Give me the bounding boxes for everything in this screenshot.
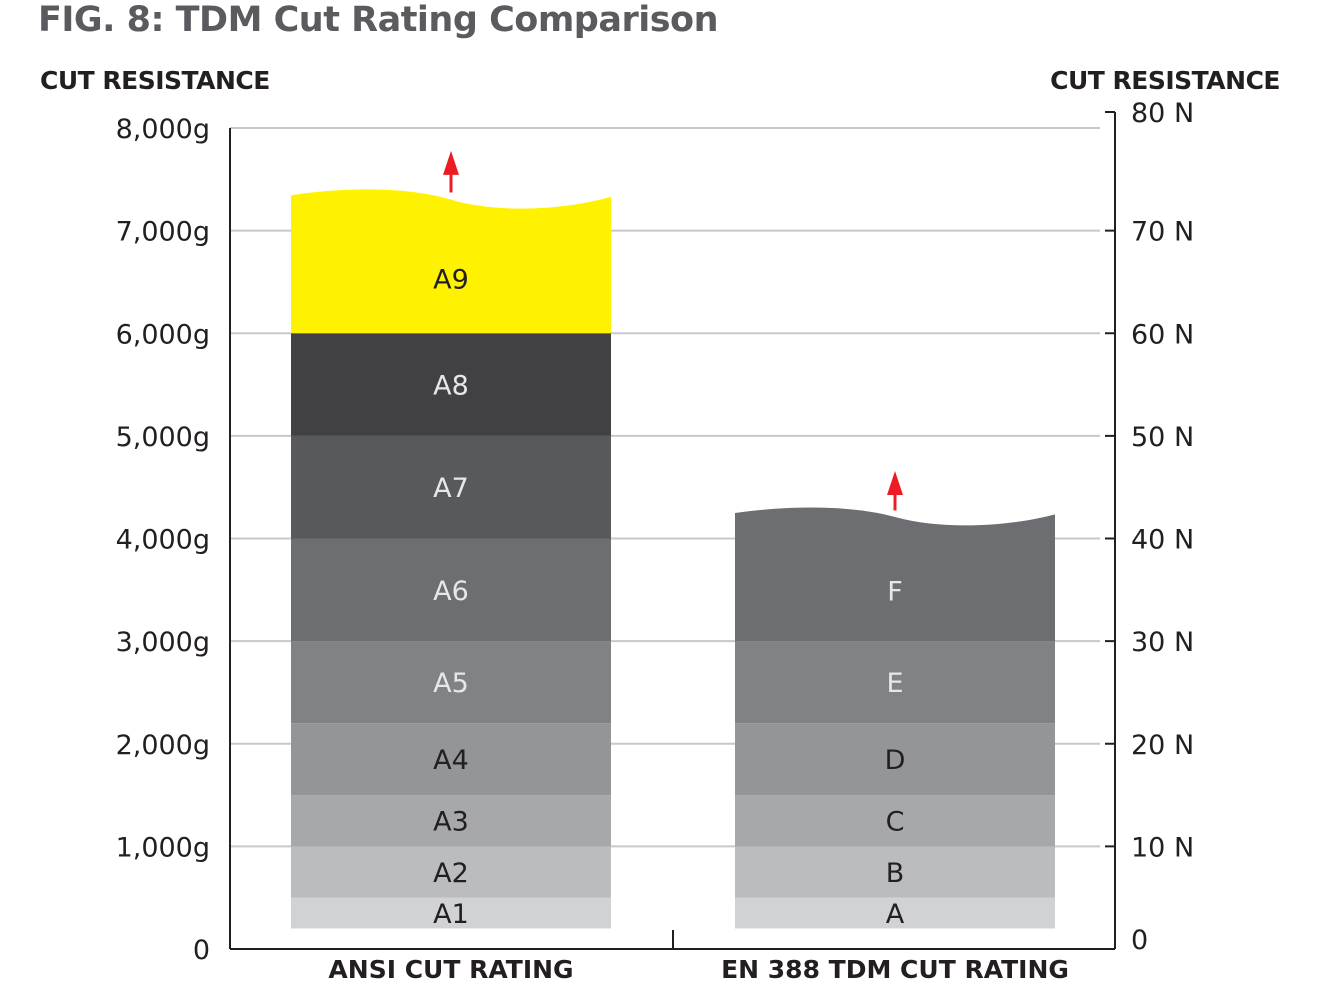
segment-label-f: F <box>887 576 903 607</box>
bar-segment-a7 <box>291 435 611 539</box>
bar-segment-a4 <box>291 723 611 796</box>
segment-label-a1: A1 <box>433 899 469 930</box>
bar-segment-a2 <box>291 846 611 898</box>
segment-label-c: C <box>886 807 905 838</box>
left-tick-label: 6,000g <box>116 319 210 350</box>
bar-segment-a9 <box>291 189 611 334</box>
bar-segment-e <box>735 641 1055 724</box>
left-tick-label: 8,000g <box>116 114 210 145</box>
bar-segment-b <box>735 846 1055 898</box>
left-tick-label: 0 <box>193 935 210 966</box>
segment-label-a5: A5 <box>433 668 469 699</box>
bar-segment-a8 <box>291 333 611 436</box>
right-tick-label: 80 N <box>1131 98 1194 129</box>
arrow-head-0 <box>443 150 459 175</box>
right-axis-title: CUT RESISTANCE <box>1050 66 1280 95</box>
bar-segment-d <box>735 723 1055 796</box>
bar-segment-a <box>735 897 1055 929</box>
left-tick-label: 7,000g <box>116 217 210 248</box>
segment-label-a3: A3 <box>433 807 469 838</box>
bar-segment-a5 <box>291 641 611 724</box>
segment-label-a: A <box>886 899 905 930</box>
category-label: ANSI CUT RATING <box>328 955 573 984</box>
right-tick-label: 10 N <box>1131 832 1194 863</box>
bar-segment-a3 <box>291 795 611 847</box>
right-tick-label: 50 N <box>1131 422 1194 453</box>
right-tick-label: 20 N <box>1131 730 1194 761</box>
left-axis-title: CUT RESISTANCE <box>40 66 270 95</box>
right-tick-label: 0 <box>1131 925 1148 956</box>
chart-title: FIG. 8: TDM Cut Rating Comparison <box>38 0 719 40</box>
segment-label-a8: A8 <box>433 371 469 402</box>
right-tick-label: 70 N <box>1131 217 1194 248</box>
left-tick-label: 4,000g <box>116 525 210 556</box>
left-tick-label: 3,000g <box>116 627 210 658</box>
bar-segment-f <box>735 507 1055 642</box>
segment-label-d: D <box>885 745 906 776</box>
left-tick-label: 2,000g <box>116 730 210 761</box>
right-tick-label: 60 N <box>1131 319 1194 350</box>
segment-label-a4: A4 <box>433 745 469 776</box>
segment-label-a6: A6 <box>433 576 469 607</box>
bar-segment-a1 <box>291 897 611 929</box>
bar-segment-c <box>735 795 1055 847</box>
right-tick-label: 30 N <box>1131 627 1194 658</box>
segment-label-a2: A2 <box>433 858 469 889</box>
category-label: EN 388 TDM CUT RATING <box>721 955 1069 984</box>
segment-label-a9: A9 <box>433 265 469 296</box>
right-tick-label: 40 N <box>1131 525 1194 556</box>
segment-label-a7: A7 <box>433 473 469 504</box>
bar-segment-a6 <box>291 538 611 642</box>
left-tick-label: 1,000g <box>116 832 210 863</box>
arrow-head-1 <box>887 471 903 496</box>
segment-label-e: E <box>886 668 903 699</box>
segment-label-b: B <box>886 858 905 889</box>
left-tick-label: 5,000g <box>116 422 210 453</box>
